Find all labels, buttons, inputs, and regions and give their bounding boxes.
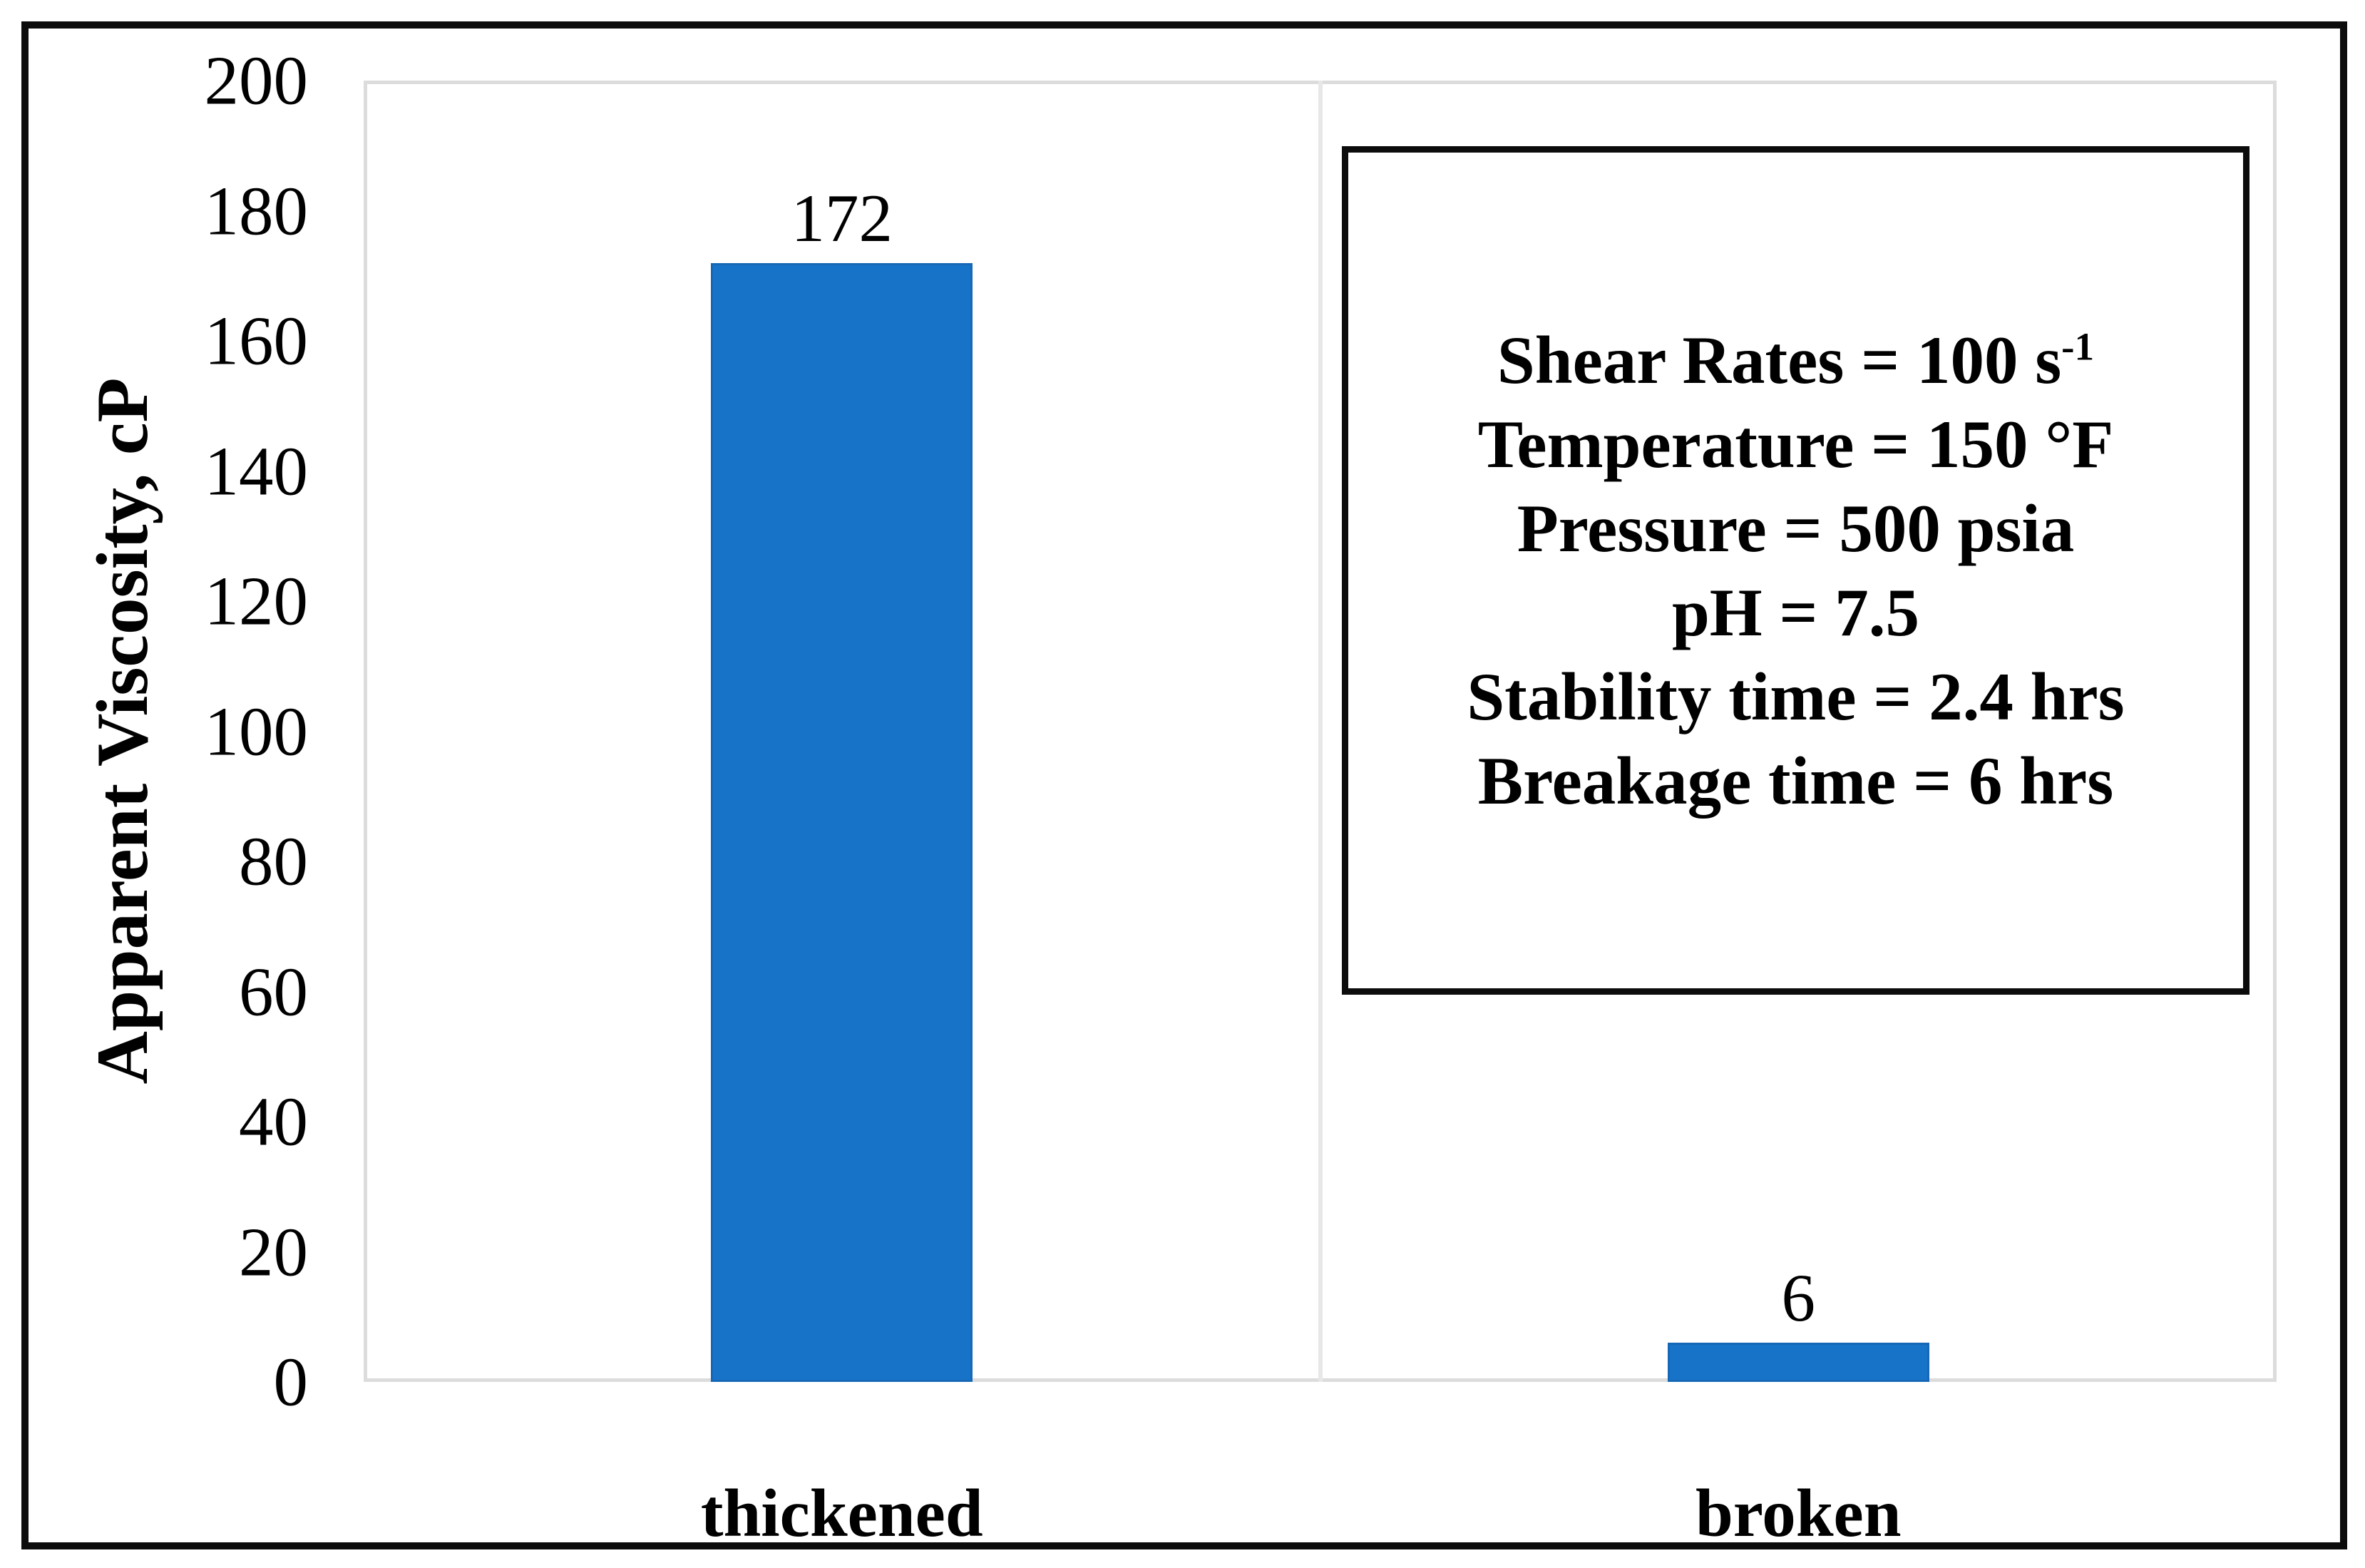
y-tick-label-80: 80 [239, 823, 308, 900]
annotation-line-3: Pressure = 500 psia [1517, 491, 2075, 566]
y-tick-label-180: 180 [204, 173, 309, 249]
y-tick-label-20: 20 [239, 1214, 308, 1290]
annotation-box: Shear Rates = 100 s-1 Temperature = 150 °… [1342, 146, 2249, 995]
y-tick-label-160: 160 [204, 302, 309, 379]
y-tick-label-200: 200 [204, 42, 309, 119]
y-tick-label-140: 140 [204, 433, 309, 509]
y-tick-label-120: 120 [204, 563, 309, 640]
annotation-line-6: Breakage time = 6 hrs [1477, 743, 2114, 819]
bar-value-label-thickened: 172 [791, 180, 893, 256]
annotation-line-5: Stability time = 2.4 hrs [1467, 659, 2125, 734]
annotation-lines: Shear Rates = 100 s-1 Temperature = 150 °… [1467, 318, 2124, 823]
category-divider-gridline [1318, 81, 1323, 1382]
annotation-superscript: -1 [2061, 324, 2095, 369]
category-label-broken: broken [1695, 1475, 1902, 1551]
annotation-line-4: pH = 7.5 [1671, 575, 1920, 650]
y-axis-title: Apparent Viscosity, cP [82, 377, 163, 1085]
y-tick-label-100: 100 [204, 693, 309, 769]
y-tick-label-60: 60 [239, 953, 308, 1030]
bar-value-label-broken: 6 [1781, 1260, 1816, 1336]
category-label-thickened: thickened [700, 1475, 983, 1551]
bar-thickened [711, 262, 973, 1382]
annotation-line-2: Temperature = 150 °F [1477, 406, 2114, 482]
y-tick-label-40: 40 [239, 1083, 308, 1160]
y-tick-label-0: 0 [273, 1343, 309, 1420]
bar-broken [1667, 1343, 1929, 1382]
annotation-line-1: Shear Rates = 100 s-1 [1497, 322, 2095, 398]
